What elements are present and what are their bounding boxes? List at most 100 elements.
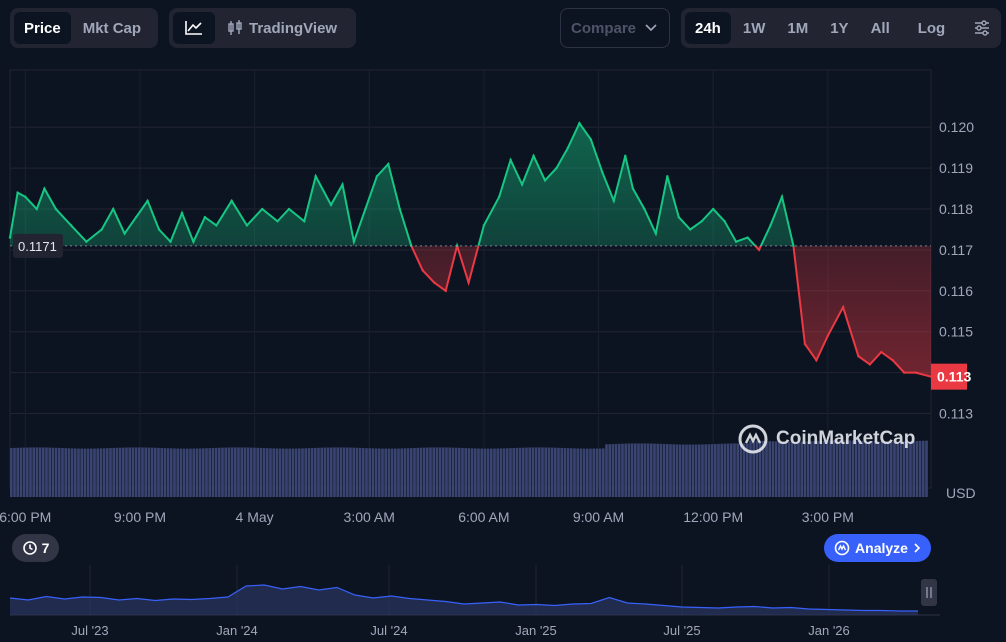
volume-bar bbox=[461, 447, 464, 497]
volume-bar bbox=[323, 447, 327, 497]
volume-bar bbox=[240, 447, 243, 497]
price-point bbox=[432, 281, 436, 284]
volume-bar bbox=[618, 443, 621, 497]
volume-bar bbox=[870, 441, 874, 497]
volume-bar bbox=[784, 441, 787, 497]
navigator-tick-label: Jan '24 bbox=[216, 623, 258, 638]
volume-bar bbox=[669, 444, 672, 497]
volume-bar bbox=[390, 448, 394, 497]
volume-bar bbox=[739, 443, 743, 497]
settings-sliders-icon bbox=[975, 20, 990, 36]
price-point bbox=[467, 281, 470, 284]
volume-bar bbox=[314, 447, 317, 497]
volume-bar bbox=[253, 447, 256, 497]
navigator-tick-label: Jul '25 bbox=[663, 623, 701, 638]
range-all[interactable]: All bbox=[870, 19, 890, 37]
price-point bbox=[287, 207, 291, 211]
volume-bar bbox=[330, 447, 333, 497]
tradingview-button[interactable]: TradingView bbox=[217, 12, 347, 44]
volume-bar bbox=[480, 448, 483, 497]
volume-bar bbox=[691, 444, 695, 497]
volume-bar bbox=[672, 444, 675, 497]
volume-bar bbox=[822, 440, 826, 497]
navigator-chart[interactable] bbox=[0, 565, 1006, 642]
price-point bbox=[578, 121, 581, 125]
volume-bar bbox=[746, 443, 749, 497]
history-clock-icon bbox=[22, 541, 37, 555]
price-point bbox=[803, 342, 807, 346]
price-tab[interactable]: Price bbox=[14, 12, 71, 44]
range-1m[interactable]: 1M bbox=[787, 19, 809, 37]
price-point bbox=[624, 154, 627, 158]
price-point bbox=[509, 158, 512, 162]
price-point bbox=[555, 166, 558, 170]
chart-settings-button[interactable] bbox=[963, 12, 1001, 44]
volume-bar bbox=[720, 443, 723, 497]
volume-bar bbox=[134, 447, 138, 497]
volume-bar bbox=[621, 443, 624, 497]
volume-bar bbox=[896, 441, 899, 497]
volume-bar bbox=[118, 447, 122, 497]
volume-bar bbox=[51, 447, 55, 497]
price-series bbox=[8, 121, 933, 378]
volume-bar bbox=[109, 448, 112, 497]
price-point bbox=[868, 363, 872, 366]
price-point bbox=[329, 203, 333, 207]
price-point bbox=[169, 240, 172, 243]
volume-bar bbox=[602, 448, 605, 497]
volume-bar bbox=[800, 441, 803, 497]
volume-bar bbox=[58, 447, 61, 497]
price-chart[interactable]: 0.113 0.115 0.116 0.117 0.118 0.119 0.120 USD 0… bbox=[0, 60, 1006, 505]
price-point bbox=[245, 224, 249, 227]
volume-bar bbox=[902, 441, 906, 497]
compare-dropdown[interactable]: Compare bbox=[560, 8, 670, 48]
volume-bar bbox=[227, 447, 231, 497]
volume-bar bbox=[419, 447, 423, 497]
price-point bbox=[100, 228, 103, 231]
range-1y[interactable]: 1Y bbox=[830, 19, 849, 37]
volume-bar bbox=[61, 448, 64, 497]
navigator-tick-label: Jul '24 bbox=[370, 623, 408, 638]
volume-bar bbox=[515, 447, 519, 497]
log-scale-button[interactable]: Log bbox=[917, 19, 946, 37]
volume-bar bbox=[771, 441, 775, 497]
volume-bar bbox=[803, 441, 807, 497]
volume-bar bbox=[778, 441, 781, 497]
volume-bar bbox=[186, 448, 189, 497]
volume-bar bbox=[307, 448, 311, 497]
volume-bar bbox=[554, 447, 557, 497]
volume-bar bbox=[502, 448, 506, 497]
price-point bbox=[891, 359, 894, 362]
analyze-button[interactable]: Analyze bbox=[824, 534, 931, 562]
price-point bbox=[700, 220, 703, 223]
price-area-down bbox=[411, 245, 931, 377]
volume-bar bbox=[266, 448, 269, 497]
price-point bbox=[341, 183, 344, 186]
range-1w[interactable]: 1W bbox=[742, 19, 766, 37]
volume-bar bbox=[112, 447, 115, 497]
volume-bar bbox=[448, 447, 451, 497]
volume-bar bbox=[13, 447, 16, 497]
volume-bar bbox=[45, 447, 48, 497]
range-24h[interactable]: 24h bbox=[685, 12, 731, 44]
volume-bar bbox=[730, 443, 733, 497]
volume-bar bbox=[733, 443, 736, 497]
price-point bbox=[421, 269, 424, 272]
price-point bbox=[482, 224, 486, 227]
price-point bbox=[157, 228, 161, 231]
volume-bar bbox=[858, 440, 861, 497]
volume-bar bbox=[762, 440, 765, 497]
price-point bbox=[841, 305, 845, 309]
history-button[interactable]: 7 bbox=[12, 534, 59, 562]
volume-bar bbox=[352, 447, 355, 497]
volume-bar bbox=[435, 447, 439, 497]
volume-bar bbox=[256, 447, 259, 497]
coinmarketcap-watermark: CoinMarketCap bbox=[737, 423, 915, 455]
market-cap-tab[interactable]: Mkt Cap bbox=[82, 19, 142, 37]
price-point bbox=[455, 244, 459, 248]
line-chart-button[interactable] bbox=[173, 12, 215, 44]
volume-bar bbox=[490, 448, 493, 497]
navigator-handle[interactable] bbox=[921, 579, 937, 606]
volume-bar bbox=[867, 441, 871, 497]
volume-bar bbox=[365, 448, 368, 497]
